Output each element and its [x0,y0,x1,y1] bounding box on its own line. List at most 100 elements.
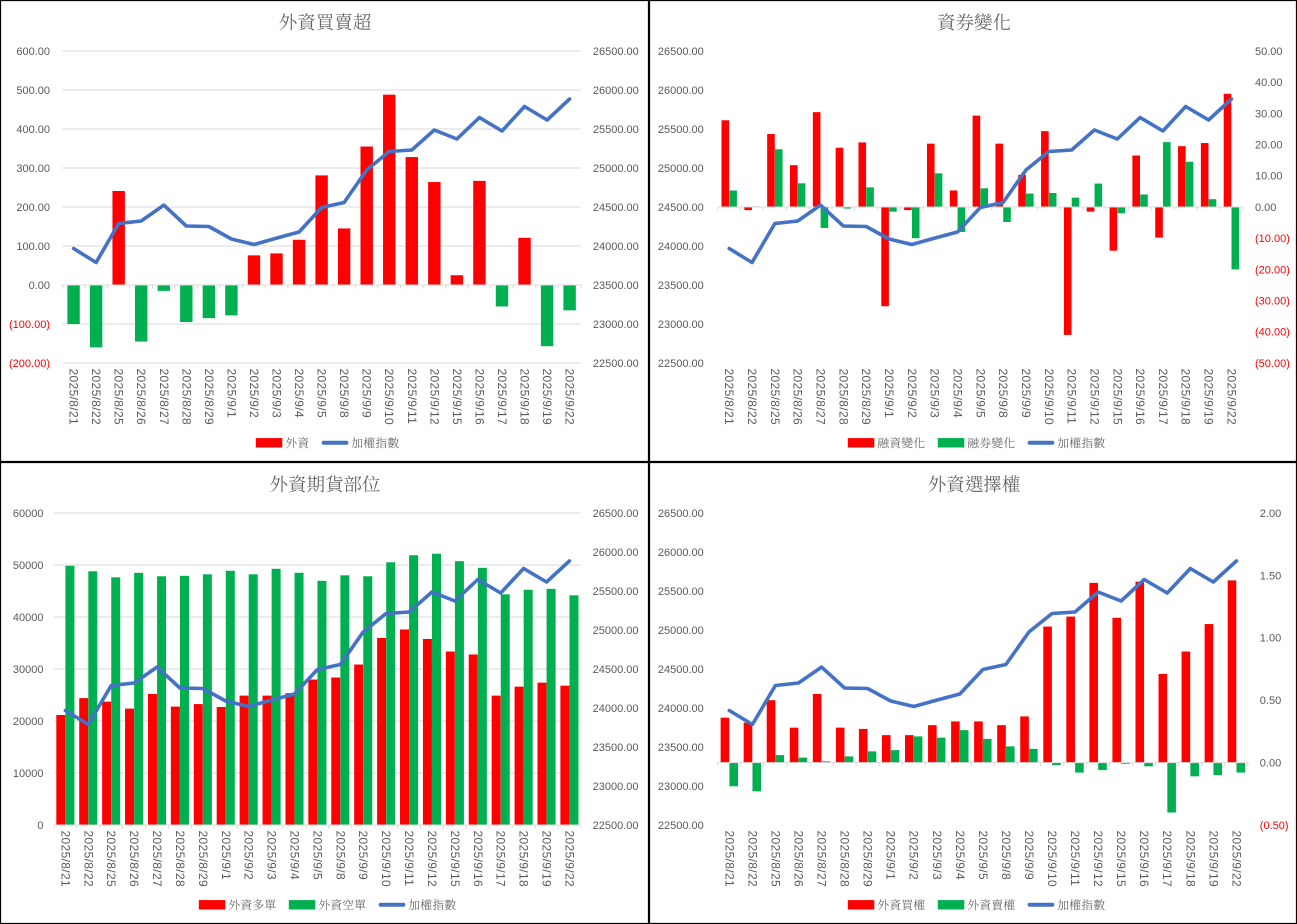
svg-text:23500.00: 23500.00 [593,280,639,292]
svg-text:2025/9/8: 2025/9/8 [337,369,351,419]
svg-text:2025/9/18: 2025/9/18 [518,369,532,426]
svg-text:23000.00: 23000.00 [658,781,704,793]
svg-text:100.00: 100.00 [16,241,50,253]
svg-text:50000: 50000 [13,560,44,572]
svg-text:2025/9/2: 2025/9/2 [905,369,919,419]
svg-text:2025/9/2: 2025/9/2 [247,369,261,419]
svg-text:0.50: 0.50 [1260,695,1281,707]
svg-text:2025/9/2: 2025/9/2 [242,831,256,881]
svg-text:22500.00: 22500.00 [593,358,639,370]
svg-text:(10.00): (10.00) [1255,233,1290,245]
svg-text:600.00: 600.00 [16,46,50,58]
svg-text:2025/9/5: 2025/9/5 [976,831,990,881]
svg-text:1.00: 1.00 [1260,633,1281,645]
svg-text:2025/9/18: 2025/9/18 [1179,369,1193,426]
svg-text:23000.00: 23000.00 [658,319,704,331]
svg-text:60000: 60000 [13,508,44,520]
svg-text:2025/9/18: 2025/9/18 [1183,831,1197,888]
svg-text:2025/9/15: 2025/9/15 [448,831,462,888]
svg-text:2025/8/28: 2025/8/28 [179,369,193,426]
svg-text:20.00: 20.00 [1255,140,1283,152]
svg-text:50.00: 50.00 [1255,46,1283,58]
svg-text:2025/9/3: 2025/9/3 [928,369,942,419]
svg-text:2025/9/15: 2025/9/15 [450,369,464,426]
svg-text:(20.00): (20.00) [1255,264,1290,276]
svg-text:2025/9/11: 2025/9/11 [1068,831,1082,887]
svg-text:2025/8/26: 2025/8/26 [127,831,141,888]
svg-text:2025/9/19: 2025/9/19 [1202,369,1216,426]
svg-text:2025/9/3: 2025/9/3 [270,369,284,419]
svg-text:2025/8/29: 2025/8/29 [196,831,210,888]
svg-text:30000: 30000 [13,664,44,676]
svg-text:2025/9/12: 2025/9/12 [427,369,441,426]
svg-text:2025/9/2: 2025/9/2 [907,831,921,881]
svg-text:400.00: 400.00 [16,124,50,136]
svg-text:2025/9/9: 2025/9/9 [1022,831,1036,881]
svg-text:20000: 20000 [13,716,44,728]
svg-text:2025/9/19: 2025/9/19 [540,369,554,426]
svg-text:30.00: 30.00 [1255,108,1283,120]
svg-text:0.00: 0.00 [1260,758,1281,770]
svg-text:2025/9/12: 2025/9/12 [1091,831,1105,888]
svg-text:2025/9/4: 2025/9/4 [287,831,301,881]
svg-text:2025/8/25: 2025/8/25 [104,831,118,888]
svg-text:2025/8/28: 2025/8/28 [836,369,850,426]
svg-text:2025/8/27: 2025/8/27 [814,369,828,426]
svg-text:26000.00: 26000.00 [593,547,639,559]
svg-text:25000.00: 25000.00 [593,625,639,637]
svg-text:26500.00: 26500.00 [658,508,704,520]
svg-text:24500.00: 24500.00 [593,664,639,676]
svg-text:2025/9/17: 2025/9/17 [1156,369,1170,426]
svg-text:2025/9/9: 2025/9/9 [1019,369,1033,419]
svg-text:(0.50): (0.50) [1260,820,1289,832]
svg-text:2025/9/3: 2025/9/3 [265,831,279,881]
svg-text:(100.00): (100.00) [9,319,50,331]
svg-text:2025/9/4: 2025/9/4 [950,369,964,419]
svg-text:2025/9/11: 2025/9/11 [1065,369,1079,425]
svg-text:2025/8/21: 2025/8/21 [58,831,72,888]
svg-text:25000.00: 25000.00 [593,163,639,175]
svg-text:22500.00: 22500.00 [593,820,639,832]
svg-text:2025/8/28: 2025/8/28 [838,831,852,888]
svg-text:2025/9/9: 2025/9/9 [360,369,374,419]
svg-text:(30.00): (30.00) [1255,296,1290,308]
svg-text:26500.00: 26500.00 [593,46,639,58]
svg-text:22500.00: 22500.00 [658,358,704,370]
svg-text:2025/9/17: 2025/9/17 [495,369,509,426]
svg-text:2025/8/26: 2025/8/26 [791,831,805,888]
svg-text:26500.00: 26500.00 [593,508,639,520]
svg-text:2025/9/1: 2025/9/1 [224,369,238,419]
svg-text:2025/8/21: 2025/8/21 [722,831,736,888]
svg-text:0: 0 [37,820,43,832]
svg-text:300.00: 300.00 [16,163,50,175]
svg-text:24500.00: 24500.00 [658,202,704,214]
svg-text:26000.00: 26000.00 [593,85,639,97]
svg-text:25500.00: 25500.00 [593,586,639,598]
svg-text:2025/8/25: 2025/8/25 [768,831,782,888]
svg-text:2025/8/21: 2025/8/21 [67,369,81,426]
svg-text:2025/9/3: 2025/9/3 [930,831,944,881]
svg-text:2025/8/26: 2025/8/26 [134,369,148,426]
svg-text:2025/9/9: 2025/9/9 [356,831,370,881]
svg-text:2025/9/16: 2025/9/16 [471,831,485,888]
svg-text:2025/9/18: 2025/9/18 [517,831,531,888]
svg-text:2025/8/27: 2025/8/27 [815,831,829,888]
svg-text:2025/9/19: 2025/9/19 [1206,831,1220,888]
svg-text:24000.00: 24000.00 [658,241,704,253]
svg-text:500.00: 500.00 [16,85,50,97]
svg-text:2025/9/10: 2025/9/10 [1042,369,1056,426]
svg-text:2025/9/19: 2025/9/19 [540,831,554,888]
svg-text:26000.00: 26000.00 [658,547,704,559]
svg-text:23500.00: 23500.00 [658,742,704,754]
svg-text:2025/9/8: 2025/9/8 [333,831,347,881]
svg-text:2025/9/4: 2025/9/4 [292,369,306,419]
svg-text:2025/9/10: 2025/9/10 [379,831,393,888]
svg-text:2025/9/12: 2025/9/12 [425,831,439,888]
svg-text:26500.00: 26500.00 [658,46,704,58]
svg-text:2025/8/21: 2025/8/21 [722,369,736,426]
svg-text:2025/9/4: 2025/9/4 [953,831,967,881]
svg-text:10.00: 10.00 [1255,171,1283,183]
svg-text:25500.00: 25500.00 [658,586,704,598]
svg-text:24000.00: 24000.00 [593,703,639,715]
svg-text:40.00: 40.00 [1255,77,1283,89]
